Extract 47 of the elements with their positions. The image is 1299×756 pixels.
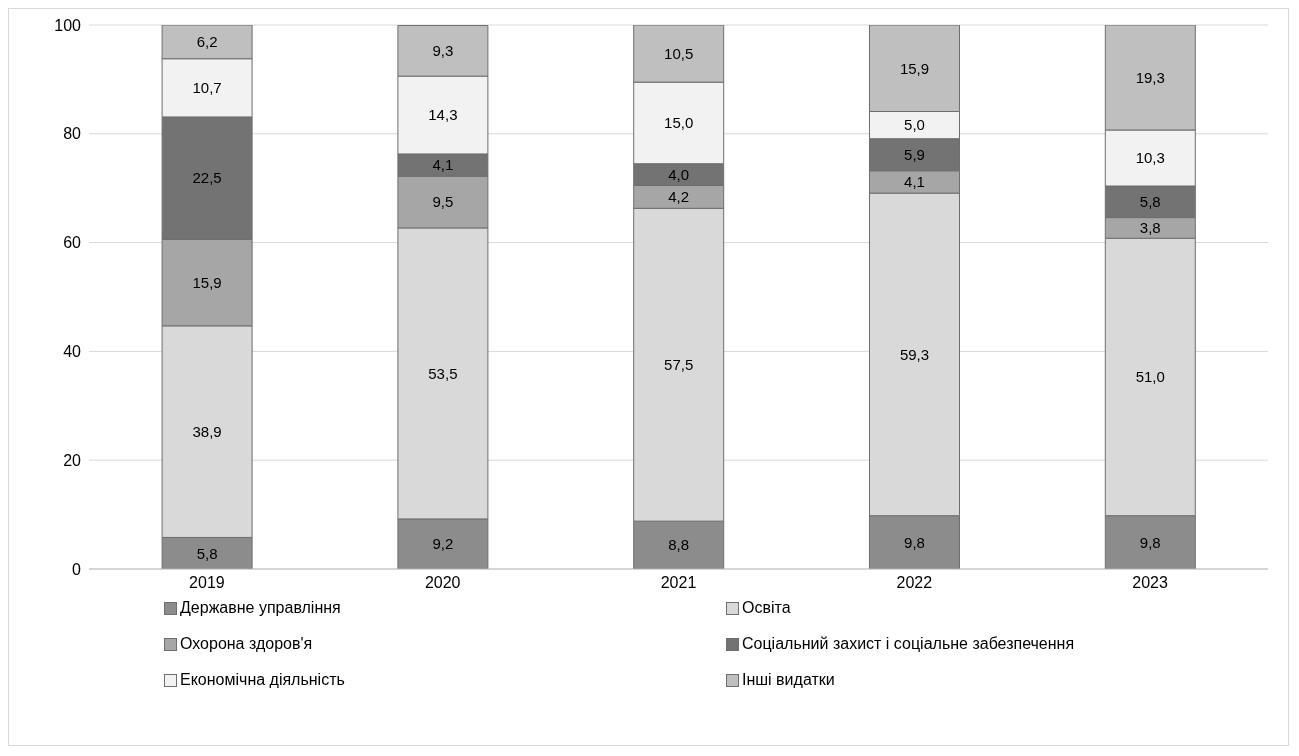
data-label: 9,8 [1139, 533, 1161, 551]
data-label: 9,3 [432, 42, 454, 60]
data-label: 10,7 [192, 79, 222, 97]
data-label: 4,0 [668, 165, 690, 183]
data-label: 53,5 [428, 364, 458, 382]
data-label: 22,5 [192, 169, 222, 187]
legend-label: Економічна діяльність [180, 671, 345, 689]
y-tick-label: 100 [54, 16, 82, 34]
legend-label: Соціальний захист і соціальне забезпечення [742, 635, 1075, 653]
data-label: 9,5 [432, 193, 454, 211]
x-tick-label: 2023 [1132, 574, 1168, 592]
data-label: 3,8 [1139, 219, 1161, 237]
x-tick-label: 2020 [424, 574, 461, 592]
data-label: 51,0 [1135, 368, 1165, 386]
data-label: 6,2 [196, 33, 218, 51]
data-label: 4,1 [904, 173, 925, 191]
legend-label: Інші видатки [742, 671, 835, 689]
y-tick-label: 0 [72, 560, 82, 578]
data-label: 4,1 [432, 156, 454, 174]
data-label: 15,9 [192, 273, 222, 291]
legend-label: Освіта [742, 599, 791, 617]
x-tick-label: 2019 [189, 574, 225, 592]
data-label: 10,3 [1135, 149, 1165, 167]
legend-label: Державне управління [180, 599, 341, 617]
data-label: 59,3 [899, 345, 930, 363]
data-label: 15,9 [899, 59, 930, 77]
data-label: 5,8 [1139, 193, 1161, 211]
legend-label: Охорона здоров'я [180, 635, 313, 653]
data-label: 9,2 [432, 535, 454, 553]
data-label: 57,5 [664, 356, 694, 374]
data-label: 19,3 [1135, 68, 1165, 86]
data-label: 5,8 [196, 544, 218, 562]
y-tick-label: 20 [63, 451, 82, 469]
data-label: 5,9 [904, 146, 925, 164]
data-label: 10,5 [664, 44, 694, 62]
data-label: 14,3 [428, 106, 458, 124]
data-label: 5,0 [904, 116, 925, 134]
data-label: 15,0 [664, 114, 694, 132]
x-tick-label: 2022 [896, 574, 933, 592]
y-tick-label: 40 [63, 343, 82, 361]
data-label: 9,8 [904, 533, 925, 551]
y-tick-label: 80 [63, 125, 82, 143]
data-label: 38,9 [192, 422, 222, 440]
y-tick-label: 60 [63, 234, 82, 252]
x-tick-label: 2021 [660, 574, 697, 592]
data-label: 4,2 [668, 188, 690, 206]
data-label: 8,8 [668, 536, 690, 554]
